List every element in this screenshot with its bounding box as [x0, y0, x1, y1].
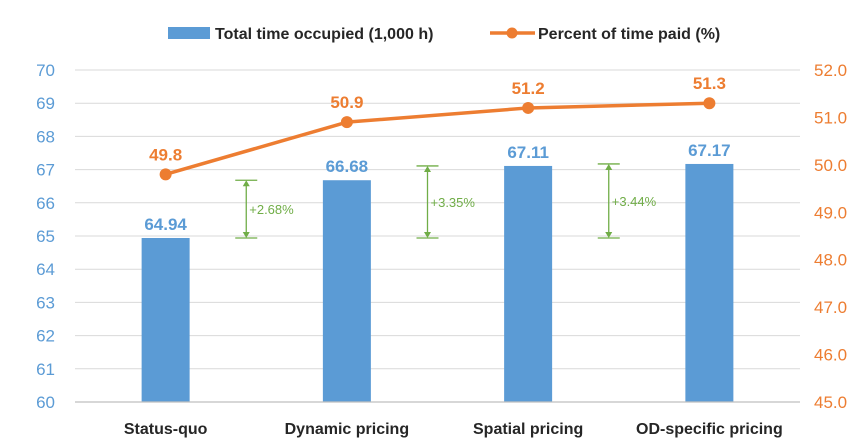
x-tick-label: OD-specific pricing [636, 421, 783, 438]
arrow-head-up [242, 180, 250, 187]
bar-value-label: 66.68 [326, 157, 369, 176]
line-point [340, 116, 353, 129]
line-value-label: 50.9 [330, 93, 363, 112]
growth-label: +3.35% [431, 195, 476, 210]
bar [322, 180, 371, 402]
growth-annotations: +2.68% +3.35% +3.44% [235, 163, 657, 239]
y-right-tick-label: 52.0 [814, 61, 847, 80]
arrow-head-up [605, 163, 613, 170]
y-left-tick-label: 62 [36, 327, 55, 346]
arrow-head-up [424, 165, 431, 172]
y-left-tick-label: 68 [36, 127, 55, 146]
line-value-label: 51.2 [512, 79, 545, 98]
growth-label: +3.44% [612, 194, 657, 209]
line-value-label: 51.3 [693, 74, 726, 93]
y-right-tick-label: 45.0 [814, 393, 847, 412]
x-tick-label: Spatial pricing [473, 421, 583, 438]
y-left-tick-label: 66 [36, 194, 55, 213]
bar [141, 237, 190, 402]
y-left-tick-label: 61 [36, 360, 55, 379]
y-right-tick-label: 47.0 [814, 298, 847, 317]
bar [504, 165, 553, 402]
growth-label: +2.68% [249, 202, 294, 217]
y-left-tick-label: 69 [36, 94, 55, 113]
y-left-tick-label: 60 [36, 393, 55, 412]
bars [141, 163, 734, 402]
x-tick-label: Status-quo [124, 421, 208, 438]
line-value-label: 49.8 [149, 145, 182, 164]
y-left-tick-label: 64 [36, 260, 55, 279]
legend-bar-swatch [168, 27, 210, 39]
percent-line [165, 101, 710, 177]
line-point [522, 101, 535, 114]
line-point [159, 168, 172, 181]
arrow-head-down [424, 231, 431, 238]
y-right-tick-label: 49.0 [814, 203, 847, 222]
y-right-tick-label: 46.0 [814, 346, 847, 365]
y-right-tick-label: 51.0 [814, 108, 847, 127]
legend: Total time occupied (1,000 h) Percent of… [168, 26, 720, 43]
growth-arrow: +2.68% [235, 179, 294, 239]
y-right-tick-label: 48.0 [814, 251, 847, 270]
y-left-tick-label: 70 [36, 61, 55, 80]
y-right-tick-label: 50.0 [814, 156, 847, 175]
legend-line-marker [506, 27, 518, 39]
arrow-head-down [605, 231, 613, 238]
growth-arrow: +3.35% [416, 165, 476, 239]
y-left-tick-label: 67 [36, 161, 55, 180]
y-left-tick-label: 65 [36, 227, 55, 246]
bar-value-label: 67.17 [688, 141, 731, 160]
growth-arrow: +3.44% [597, 163, 657, 239]
axes: 60 61 62 63 64 65 66 67 68 69 70 45.0 46.0 47.0 48.0 49… [36, 61, 847, 438]
legend-line-label: Percent of time paid (%) [538, 26, 720, 43]
legend-bar-label: Total time occupied (1,000 h) [215, 26, 433, 43]
bar-value-label: 67.11 [507, 143, 549, 162]
x-tick-label: Dynamic pricing [285, 421, 409, 438]
arrow-head-down [242, 231, 250, 238]
line-point [703, 97, 716, 110]
percent-line-series [159, 97, 716, 181]
data-labels: 64.94 66.68 67.11 67.17 49.8 50.9 51.2 51.3 [144, 74, 730, 234]
bar-value-label: 64.94 [144, 215, 187, 234]
bar [685, 163, 734, 402]
y-left-tick-label: 63 [36, 293, 55, 312]
